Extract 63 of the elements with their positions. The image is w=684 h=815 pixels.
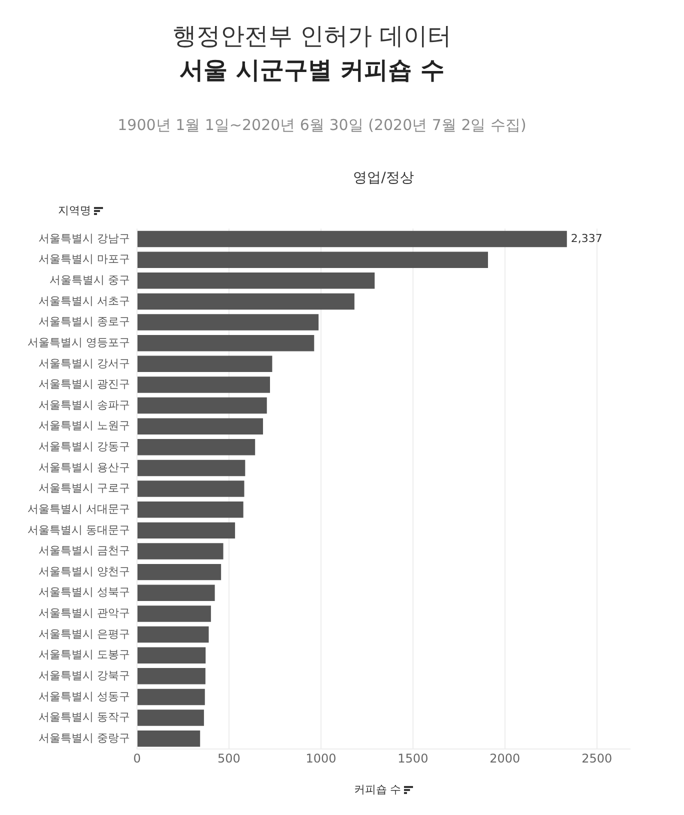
y-tick-label: 서울특별시 서대문구	[28, 502, 130, 516]
bar	[138, 480, 244, 497]
bar	[138, 334, 314, 352]
bar	[138, 606, 211, 622]
y-tick-label: 서울특별시 광진구	[38, 378, 130, 391]
chart-subtitle: 1900년 1월 1일~2020년 6월 30일 (2020년 7월 2일 수집)	[116, 116, 528, 135]
x-tick-label: 0	[133, 751, 141, 766]
y-tick-label: 서울특별시 관악구	[38, 606, 130, 620]
bar	[138, 230, 567, 248]
text: 행정안전부 인허가 데이터	[171, 21, 453, 52]
bar	[138, 502, 244, 518]
y-tick-label: 서울특별시 은평구	[38, 627, 130, 640]
y-tick-label: 서울특별시 영등포구	[28, 336, 130, 349]
y-tick-label: 서울특별시 성동구	[38, 690, 130, 703]
y-tick-label: 서울특별시 동작구	[38, 710, 130, 724]
y-tick-label: 서울특별시 강남구	[38, 232, 130, 245]
bar	[138, 439, 256, 456]
x-tick-label: 1000	[306, 751, 336, 766]
y-tick-label: 서울특별시 금천구	[38, 544, 130, 558]
bar	[138, 376, 270, 393]
y-tick-label: 서울특별시 구로구	[38, 482, 130, 495]
y-tick-label: 서울특별시 중랑구	[38, 731, 130, 744]
chart-title: 서울 시군구별 커피숍 수	[178, 55, 446, 86]
bar	[138, 293, 354, 310]
x-tick-label: 500	[218, 751, 240, 766]
y-tick-label: 서울특별시 노원구	[38, 419, 130, 432]
bar	[138, 668, 206, 684]
x-tick-label: 1500	[398, 751, 428, 766]
bar	[138, 460, 246, 476]
y-tick-label: 서울특별시 서초구	[38, 294, 130, 308]
bar	[138, 647, 206, 664]
bar	[138, 356, 272, 372]
bar	[138, 272, 375, 289]
y-tick-label: 서울특별시 중구	[50, 274, 130, 286]
text: 영업/정상	[352, 169, 415, 187]
bar	[138, 564, 222, 580]
bar	[138, 418, 264, 434]
x-tick-label: 2500	[582, 751, 612, 766]
y-tick-label: 서울특별시 강북구	[38, 669, 130, 682]
y-tick-label: 서울특별시 마포구	[38, 252, 130, 266]
bar	[138, 522, 236, 539]
x-axis-title: 커피숍 수	[352, 782, 402, 797]
y-tick-label: 서울특별시 송파구	[38, 398, 130, 412]
bar	[138, 688, 205, 706]
x-tick-label: 2000	[490, 751, 520, 766]
bar	[138, 397, 267, 414]
bar	[138, 584, 215, 601]
y-tick-label: 서울특별시 동대문구	[28, 523, 130, 536]
y-tick-label: 서울특별시 종로구	[38, 315, 130, 328]
y-axis-title: 지역명	[58, 203, 92, 218]
bar	[138, 626, 209, 643]
bar	[138, 710, 204, 726]
bar	[138, 314, 319, 330]
y-tick-label: 서울특별시 양천구	[38, 564, 130, 578]
y-tick-label: 서울특별시 강동구	[38, 440, 130, 454]
data-label: 2,337	[570, 232, 602, 245]
y-tick-label: 서울특별시 도봉구	[38, 648, 130, 662]
y-tick-label: 서울특별시 성북구	[38, 586, 130, 599]
y-tick-label: 서울특별시 용산구	[38, 460, 130, 474]
bar	[138, 543, 224, 560]
bar	[138, 730, 200, 747]
y-tick-label: 서울특별시 강서구	[38, 356, 130, 370]
bar	[138, 252, 488, 268]
